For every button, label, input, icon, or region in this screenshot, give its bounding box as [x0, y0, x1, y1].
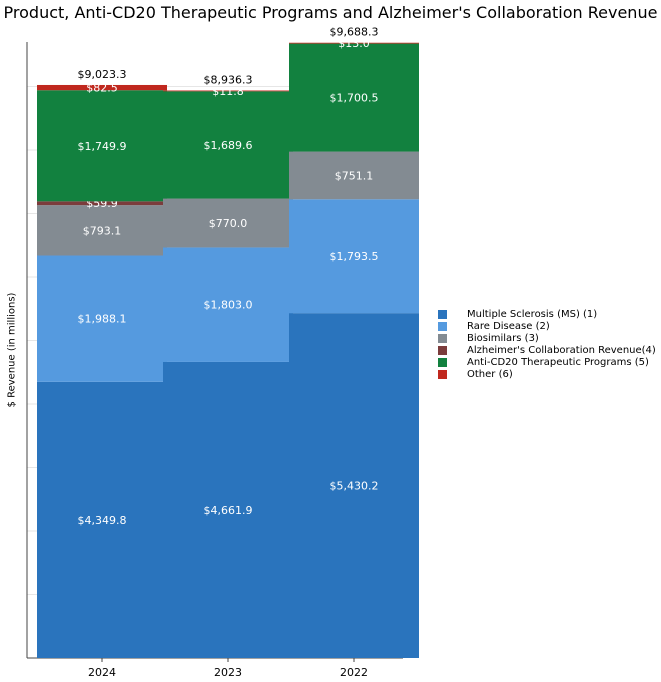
x-tick-label: 2023	[214, 666, 242, 679]
legend: Multiple Sclerosis (MS) (1) Rare Disease …	[438, 308, 656, 380]
bar-segment	[289, 151, 419, 200]
legend-swatch	[438, 309, 447, 319]
bar-segment	[37, 90, 167, 202]
legend-item: Alzheimer's Collaboration Revenue(4)	[438, 344, 656, 356]
bar-segment	[289, 313, 419, 658]
data-label: $1,988.1	[78, 313, 127, 326]
legend-label: Multiple Sclerosis (MS) (1)	[467, 308, 598, 320]
legend-swatch	[438, 357, 447, 367]
legend-label: Other (6)	[467, 368, 513, 380]
legend-swatch	[438, 321, 447, 331]
data-label: $82.5	[86, 82, 118, 95]
data-label: $4,349.8	[78, 514, 127, 527]
data-label: $5,430.2	[330, 480, 379, 493]
data-label: $1,700.5	[330, 92, 379, 105]
data-label: $1,803.0	[204, 299, 253, 312]
data-label: $1,749.9	[78, 140, 127, 153]
chart-title: Product, Anti-CD20 Therapeutic Programs …	[3, 3, 658, 22]
total-label: $9,023.3	[78, 68, 127, 81]
legend-label: Rare Disease (2)	[467, 320, 550, 332]
legend-swatch	[438, 369, 447, 379]
legend-item: Anti-CD20 Therapeutic Programs (5)	[438, 356, 656, 368]
legend-item: Multiple Sclerosis (MS) (1)	[438, 308, 656, 320]
data-label: $11.8	[212, 85, 244, 98]
data-label: $1,689.6	[204, 139, 253, 152]
legend-swatch	[438, 333, 447, 343]
x-tick-label: 2024	[88, 666, 116, 679]
total-label: $9,688.3	[330, 26, 379, 39]
bar-segment	[289, 199, 419, 314]
legend-item: Biosimilars (3)	[438, 332, 656, 344]
legend-item: Other (6)	[438, 368, 656, 380]
bar-segment	[37, 205, 167, 256]
legend-item: Rare Disease (2)	[438, 320, 656, 332]
data-label: $770.0	[209, 217, 248, 230]
data-label: $4,661.9	[204, 504, 253, 517]
data-label: $1,793.5	[330, 250, 379, 263]
bar-segment	[163, 361, 293, 658]
bar-segment	[289, 43, 419, 152]
bar-segment	[37, 381, 167, 658]
legend-swatch	[438, 345, 447, 355]
legend-label: Anti-CD20 Therapeutic Programs (5)	[467, 356, 649, 368]
data-label: $13.0	[338, 37, 370, 50]
bar-segment	[37, 255, 167, 382]
bar-segment	[163, 198, 293, 248]
bar-segment	[289, 42, 419, 44]
x-tick-label: 2022	[340, 666, 368, 679]
bar-segment	[163, 91, 293, 199]
legend-label: Alzheimer's Collaboration Revenue(4)	[467, 344, 656, 356]
legend-label: Biosimilars (3)	[467, 332, 539, 344]
bar-segment	[37, 84, 167, 91]
total-label: $8,936.3	[204, 73, 253, 86]
bar-segment	[163, 90, 293, 92]
bar-segment	[37, 201, 167, 206]
data-label: $751.1	[335, 169, 374, 182]
data-label: $793.1	[83, 224, 122, 237]
bar-segment	[163, 247, 293, 362]
